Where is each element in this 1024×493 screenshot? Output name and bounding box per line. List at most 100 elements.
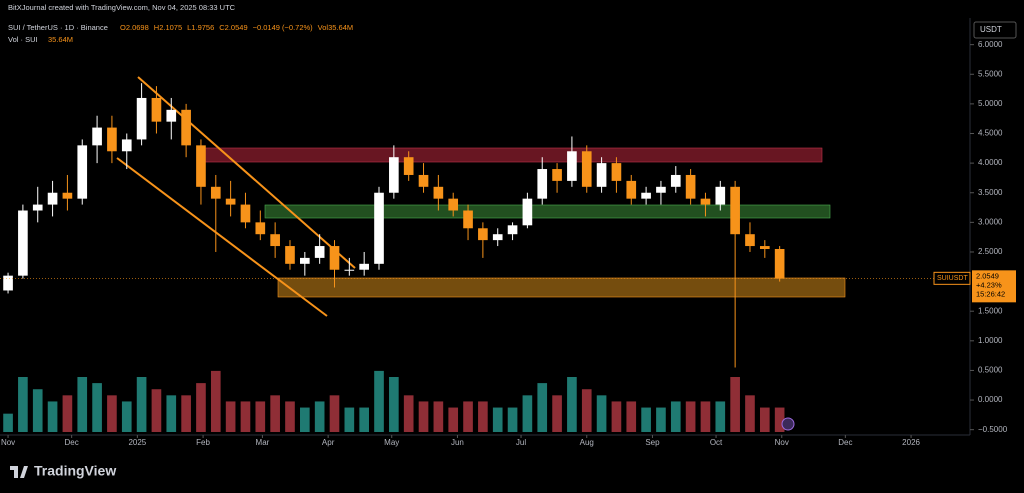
candle-body: [359, 263, 369, 270]
x-tick-label: Jul: [516, 438, 526, 447]
ohlc-item: −0.0149 (−0.72%): [253, 23, 314, 32]
volume-legend: Vol · SUI: [8, 35, 38, 44]
ohlc-item: C2.0549: [219, 23, 247, 32]
symbol-tag-text: SUIUSDT: [937, 275, 968, 282]
candle-body: [774, 249, 785, 279]
candle-body: [581, 151, 592, 187]
volume-bar: [196, 383, 206, 432]
candle-body: [389, 157, 399, 193]
candle-body: [121, 139, 132, 152]
volume-bar: [389, 377, 399, 432]
volume-bar: [314, 401, 325, 432]
candle-body: [656, 186, 666, 193]
volume-bar: [62, 395, 73, 432]
y-tick-label: −0.5000: [978, 425, 1008, 434]
support-zone: [277, 277, 846, 298]
candle-body: [92, 127, 102, 146]
volume-bar: [181, 395, 191, 432]
resistance-zone: [199, 147, 823, 163]
volume-bar: [225, 401, 236, 432]
ohlc-item: L1.9756: [187, 23, 214, 32]
volume-bar: [47, 401, 58, 432]
candle-body: [685, 174, 696, 199]
candle-body: [225, 198, 236, 205]
volume-bar: [3, 413, 13, 432]
price-tag-countdown: 15:26:42: [976, 289, 1005, 298]
candle-body: [448, 198, 459, 211]
credit: BitXJournal created with TradingView.com…: [8, 3, 236, 12]
ohlc-item: O2.0698: [120, 23, 149, 32]
x-tick-label: Jun: [451, 438, 464, 447]
candle-body: [3, 275, 13, 291]
ohlc-item: Vol35.64M: [318, 23, 353, 32]
price-tag: [972, 270, 1016, 303]
volume-bar: [433, 401, 444, 432]
volume-bar: [567, 377, 577, 432]
volume-bar: [270, 395, 280, 432]
volume-bar: [285, 401, 295, 432]
symbol-tag: [933, 271, 971, 285]
volume-bar: [18, 377, 28, 432]
y-tick-label: 1.0000: [978, 336, 1003, 345]
volume-bar: [522, 395, 533, 432]
candle-body: [270, 234, 280, 247]
candle-body: [596, 163, 607, 187]
volume-bar: [507, 407, 518, 432]
candle-body: [344, 269, 355, 271]
volume-bar: [329, 395, 340, 432]
y-tick-label: 3.5000: [978, 188, 1003, 197]
candle-body: [107, 127, 117, 152]
candle-body: [299, 257, 310, 264]
x-tick-label: Oct: [710, 438, 723, 447]
volume-bar: [641, 407, 651, 432]
volume-bar: [418, 401, 429, 432]
y-tick-label: 4.5000: [978, 129, 1003, 138]
candle-body: [522, 198, 533, 226]
mid-zone: [264, 204, 831, 219]
symbol: SUI / TetherUS · 1D · Binance: [8, 23, 108, 32]
y-tick-label: 3.0000: [978, 217, 1003, 226]
candle-body: [730, 186, 740, 235]
volume-bar: [611, 401, 622, 432]
candle-body: [670, 174, 681, 187]
y-tick-label: 0.0000: [978, 395, 1003, 404]
volume-bar: [670, 401, 681, 432]
volume-bar: [166, 395, 177, 432]
y-tick-label: 6.0000: [978, 40, 1003, 49]
x-tick-label: Sep: [645, 438, 660, 447]
volume-bar: [210, 370, 221, 432]
candle-body: [77, 145, 88, 199]
volume-bar: [596, 395, 607, 432]
y-tick-label: 4.0000: [978, 158, 1003, 167]
channel-bottom: [116, 157, 328, 317]
volume-bar: [32, 389, 43, 432]
volume-bar: [492, 407, 503, 432]
volume-bar: [700, 401, 711, 432]
volume-bar: [299, 407, 310, 432]
x-tick-label: Aug: [580, 438, 594, 447]
y-tick-label: 5.5000: [978, 69, 1003, 78]
footer: [0, 455, 1024, 493]
candle-body: [47, 192, 58, 205]
volume-bar: [774, 407, 785, 432]
volume-bar: [715, 401, 726, 432]
y-tick-label: 5.0000: [978, 99, 1003, 108]
candle-body: [626, 180, 637, 199]
price-tag-price: 2.0549: [976, 271, 999, 280]
volume-bar: [685, 401, 696, 432]
x-tick-label: Feb: [196, 438, 210, 447]
plot: [3, 83, 785, 432]
candle-body: [433, 186, 444, 199]
volume-bar: [344, 407, 355, 432]
volume-bar: [581, 389, 592, 432]
candle-body: [745, 234, 755, 247]
candle-body: [567, 151, 577, 181]
y-tick-label: 2.5000: [978, 247, 1003, 256]
candle-body: [166, 109, 177, 122]
candle-body: [32, 204, 43, 211]
events-icon[interactable]: [781, 417, 795, 431]
volume-bar: [478, 401, 488, 432]
x-tick-label: Nov: [775, 438, 789, 447]
volume-bar: [255, 401, 266, 432]
